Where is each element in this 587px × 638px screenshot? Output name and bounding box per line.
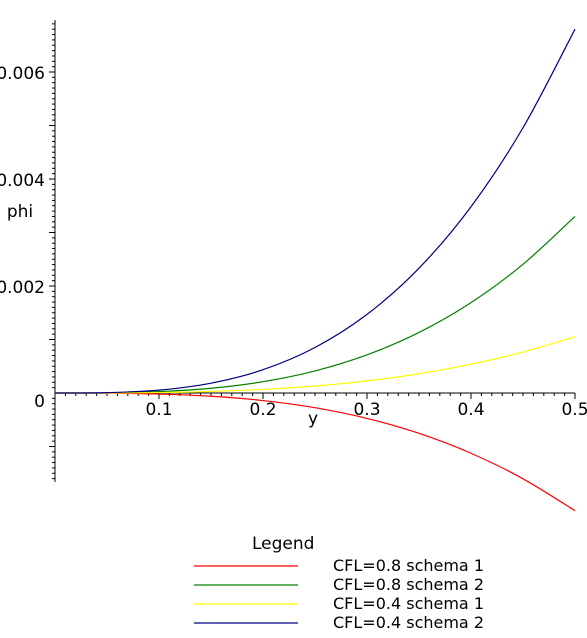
legend-label-3: CFL=0.4 schema 1 [333, 594, 484, 613]
x-tick-label: 0.1 [145, 400, 172, 420]
series-line-1 [54, 392, 576, 512]
series-line-3 [54, 336, 576, 394]
y-tick-label: 0.002 [0, 278, 45, 298]
y-tick-label: 0 [34, 392, 45, 412]
legend-label-2: CFL=0.8 schema 2 [333, 575, 484, 594]
y-tick-label: 0.004 [0, 171, 45, 191]
series-line-2 [54, 216, 576, 394]
legend-label-1: CFL=0.8 schema 1 [333, 556, 484, 575]
x-tick-label: 0.3 [353, 400, 380, 420]
x-tick-label: 0.4 [457, 400, 484, 420]
ticks: 0.1 0.2 0.3 0.4 0.5 0 0.002 0.004 0.006 [0, 23, 587, 480]
x-tick-label: 0.2 [249, 400, 276, 420]
series-line-4 [54, 28, 576, 394]
y-tick-label: 0.006 [0, 64, 45, 84]
y-axis-label: phi [7, 202, 33, 222]
x-tick-label: 0.5 [561, 400, 587, 420]
legend-label-4: CFL=0.4 schema 2 [333, 613, 484, 632]
series-lines [54, 28, 576, 512]
legend-title: Legend [252, 534, 314, 554]
x-axis-label: y [308, 409, 318, 429]
